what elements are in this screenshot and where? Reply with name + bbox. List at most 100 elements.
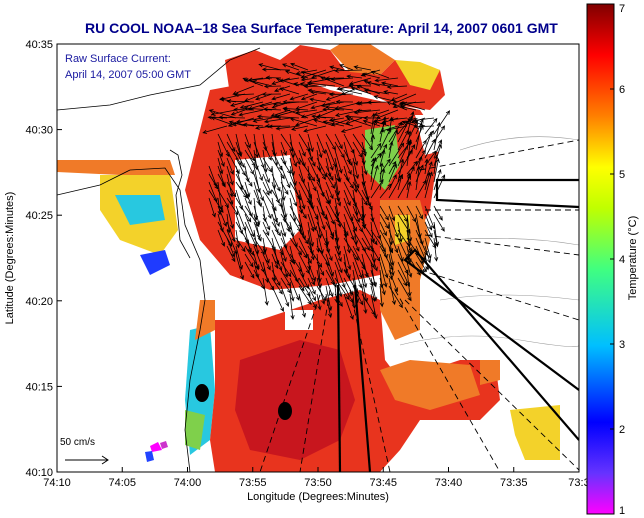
colorbar-tick-label: 6 [619,84,625,96]
current-arrow [300,109,327,119]
current-arrow [346,117,372,127]
current-arrow [289,293,295,320]
current-arrow [397,174,404,191]
current-arrow [271,173,281,192]
current-arrow [406,269,412,297]
current-arrow [397,158,405,183]
current-arrow [353,65,372,71]
current-arrow [410,117,426,124]
current-arrow [343,245,352,271]
current-arrow [399,117,417,125]
current-arrow [217,173,226,188]
current-arrow [307,269,315,286]
current-arrow [406,229,412,255]
current-arrow [413,124,435,129]
current-arrow [386,125,408,132]
current-arrow [352,293,357,310]
current-arrow [255,93,273,101]
current-arrow [298,213,307,241]
current-arrow [262,197,272,220]
current-arrow [424,171,431,191]
current-arrow [262,213,271,231]
current-arrow [217,229,226,247]
current-arrow [361,237,370,251]
current-arrow [325,149,334,171]
current-arrow [352,157,360,180]
current-arrow [320,101,345,108]
current-arrow [289,213,302,233]
current-arrow [343,173,354,189]
current-arrow [244,261,255,279]
current-arrow [275,114,300,119]
current-arrow [343,189,351,207]
colorbar-ticks: 7 6 5 4 3 2 1 [610,3,625,517]
colorbar-tick-label: 4 [619,254,625,266]
current-arrow [244,157,254,175]
current-arrow [316,157,327,178]
current-arrow [282,99,309,105]
current-arrow [226,205,235,230]
current-arrow [235,117,264,124]
current-arrow [289,93,309,101]
colorbar [586,3,615,515]
current-arrow [352,213,363,233]
current-arrow [289,149,298,168]
current-arrow [388,140,394,159]
current-arrow [242,122,264,127]
current-arrow [307,133,314,153]
current-arrow [406,160,418,175]
scale-label: 50 cm/s [60,437,95,448]
current-arrow [361,269,368,289]
current-arrow [279,87,300,95]
current-arrow [316,165,326,181]
current-arrow [379,213,390,230]
x-tick-label: 74:10 [43,477,71,489]
current-vectors [202,62,451,320]
current-arrow [226,197,239,216]
current-arrow [352,173,360,189]
x-axis-ticks: 74:10 74:05 74:00 73:55 73:50 73:45 73:40 73:35… [43,467,590,489]
current-arrow [391,93,417,105]
current-arrow [355,84,381,95]
current-arrow [334,189,342,207]
current-arrow [289,277,300,301]
current-arrow [424,237,432,260]
current-arrow [334,165,341,183]
current-arrow [424,221,433,238]
current-arrow [325,165,334,181]
current-arrow [298,285,312,306]
current-arrow [307,149,316,167]
current-arrow [289,141,301,166]
current-arrow [334,293,343,307]
current-arrow [383,90,399,95]
x-tick-label: 74:00 [174,477,202,489]
current-arrow [275,125,300,131]
current-arrow [334,237,342,256]
current-arrow [202,125,228,134]
current-arrow [388,129,398,151]
y-tick-label: 40:20 [25,296,53,308]
current-arrow [379,253,389,279]
current-arrow [433,139,443,159]
current-arrow [424,131,433,151]
current-arrow [363,88,390,95]
x-axis-title: Longitude (Degrees:Minutes) [247,491,389,503]
current-arrow [298,269,309,290]
current-arrow [433,143,442,167]
current-arrow [289,117,318,127]
y-axis-title: Latitude (Degrees:Minutes) [4,192,16,325]
current-arrow [262,165,270,184]
current-arrow [271,157,285,180]
current-arrow [298,205,307,220]
current-arrow [280,277,292,294]
current-arrow [298,157,316,182]
current-arrow [258,63,282,71]
current-arrow [352,285,364,306]
current-arrow [280,261,292,278]
current-arrow [370,164,379,191]
current-arrow [262,221,270,237]
current-arrow [406,139,413,167]
current-arrow [235,197,252,223]
current-arrow [352,165,358,194]
current-arrow [397,205,408,223]
